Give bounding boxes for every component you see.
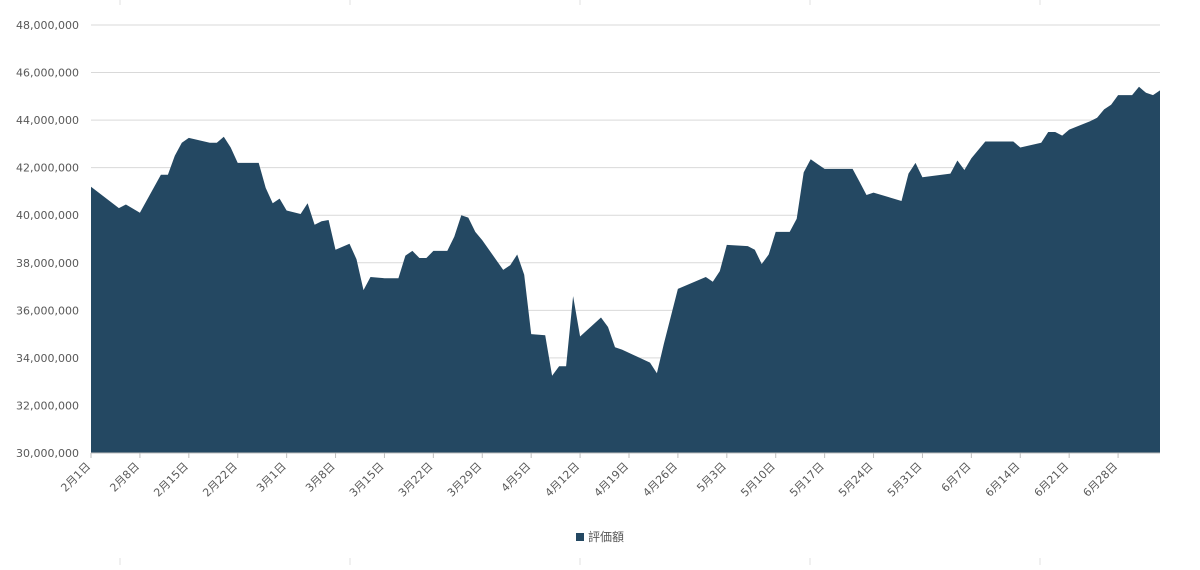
x-tick-label: 3月22日 bbox=[396, 460, 436, 500]
y-axis: 30,000,000 32,000,000 34,000,000 36,000,000… bbox=[16, 19, 79, 460]
x-tick-label: 5月10日 bbox=[738, 460, 778, 500]
x-tick-label: 4月26日 bbox=[640, 460, 680, 500]
x-tick-label: 2月1日 bbox=[58, 460, 93, 495]
y-tick-label: 38,000,000 bbox=[16, 257, 79, 270]
x-tick-label: 4月12日 bbox=[543, 460, 583, 500]
x-tick-label: 5月24日 bbox=[836, 460, 876, 500]
x-tick-label: 5月31日 bbox=[885, 460, 925, 500]
x-tick-label: 2月22日 bbox=[200, 460, 240, 500]
legend-label: 評価額 bbox=[588, 529, 624, 544]
y-tick-label: 32,000,000 bbox=[16, 399, 79, 412]
x-tick-label: 4月19日 bbox=[592, 460, 632, 500]
legend-swatch bbox=[576, 533, 584, 541]
y-tick-label: 34,000,000 bbox=[16, 352, 79, 365]
x-tick-label: 3月29日 bbox=[445, 460, 485, 500]
series-area-valuation bbox=[91, 87, 1160, 453]
x-tick-label: 6月28日 bbox=[1081, 460, 1121, 500]
x-tick-label: 6月21日 bbox=[1032, 460, 1072, 500]
y-tick-label: 36,000,000 bbox=[16, 304, 79, 317]
x-tick-label: 6月7日 bbox=[939, 460, 974, 495]
y-tick-label: 30,000,000 bbox=[16, 447, 79, 460]
y-tick-label: 48,000,000 bbox=[16, 19, 79, 32]
x-tick-label: 3月8日 bbox=[303, 460, 338, 495]
x-tick-label: 6月14日 bbox=[983, 460, 1023, 500]
x-tick-label: 3月15日 bbox=[347, 460, 387, 500]
x-tick-label: 4月5日 bbox=[499, 460, 534, 495]
x-tick-label: 3月1日 bbox=[254, 460, 289, 495]
series-area-group bbox=[91, 87, 1160, 453]
x-tick-label: 2月8日 bbox=[107, 460, 142, 495]
y-tick-label: 44,000,000 bbox=[16, 114, 79, 127]
x-tick-label: 5月17日 bbox=[787, 460, 827, 500]
x-axis: 2月1日 2月8日 2月15日2月22日 3月1日 3月8日 3月15日3月22日3月29… bbox=[58, 453, 1160, 500]
y-tick-label: 46,000,000 bbox=[16, 67, 79, 80]
x-tick-label: 2月15日 bbox=[151, 460, 191, 500]
x-tick-label: 5月3日 bbox=[694, 460, 729, 495]
y-tick-label: 40,000,000 bbox=[16, 209, 79, 222]
legend: 評価額 bbox=[576, 529, 624, 544]
y-tick-label: 42,000,000 bbox=[16, 162, 79, 175]
